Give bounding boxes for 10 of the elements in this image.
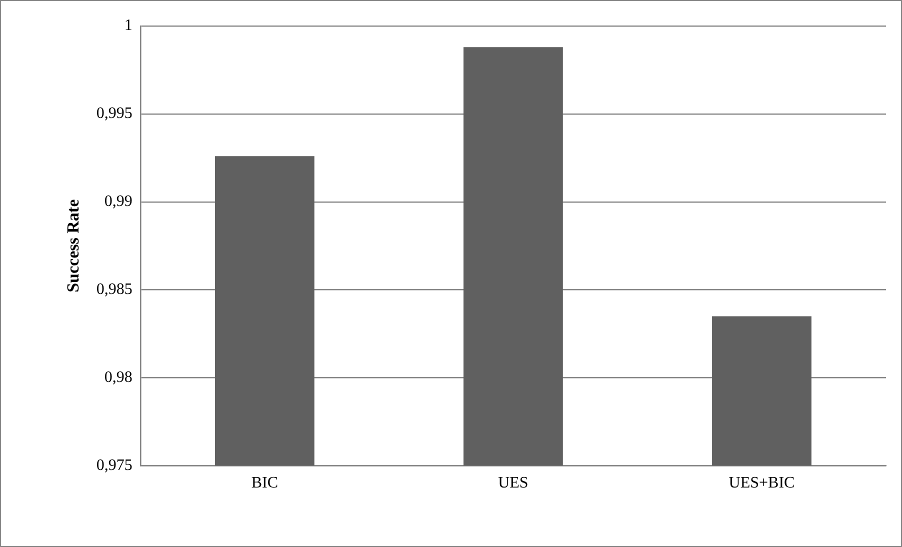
- y-axis-title: Success Rate: [64, 198, 83, 292]
- x-tick-label: UES+BIC: [728, 474, 795, 492]
- y-tick-label: 0,985: [96, 281, 132, 298]
- y-tick-label: 1: [124, 17, 132, 34]
- y-tick-label: 0,995: [96, 105, 132, 122]
- x-tick-label: BIC: [251, 474, 278, 492]
- y-tick-label: 0,975: [96, 457, 132, 474]
- y-tick-label: 0,98: [104, 369, 132, 386]
- x-tick-label: UES: [498, 474, 528, 492]
- y-tick-label: 0,99: [104, 193, 132, 210]
